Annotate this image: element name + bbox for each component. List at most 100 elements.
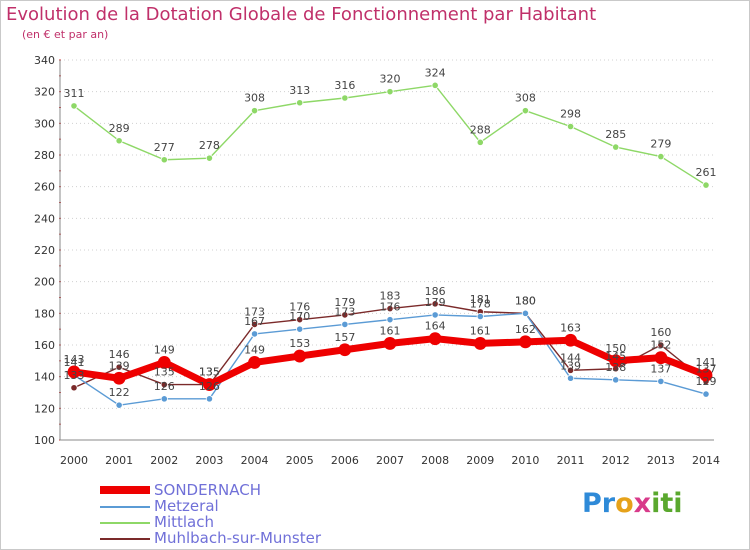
data-point-mittlach xyxy=(612,143,620,151)
data-point-metzeral xyxy=(115,401,123,409)
data-label-metzeral: 167 xyxy=(244,315,265,328)
data-label-metzeral: 122 xyxy=(109,386,130,399)
y-tick-label-100: 100 xyxy=(34,434,55,447)
data-point-metzeral xyxy=(657,377,665,386)
data-point-mittlach xyxy=(521,107,530,115)
data-point-sondernach xyxy=(609,354,623,368)
data-label-muhlbach-sur-munster: 144 xyxy=(560,351,581,364)
data-label-muhlbach-sur-munster: 137 xyxy=(696,362,717,375)
data-point-sondernach xyxy=(67,365,81,379)
x-tick-label-2004: 2004 xyxy=(241,454,269,467)
proxiti-logo: Proxiti xyxy=(582,488,683,519)
data-label-muhlbach-sur-munster: 160 xyxy=(650,326,671,339)
data-point-mittlach xyxy=(431,81,439,89)
data-point-metzeral xyxy=(341,320,349,329)
data-label-mittlach: 313 xyxy=(289,84,310,97)
data-point-sondernach xyxy=(519,335,532,349)
legend-label-mittlach: Mittlach xyxy=(154,513,214,531)
data-point-sondernach xyxy=(157,356,171,369)
x-tick-label-2005: 2005 xyxy=(286,454,314,467)
data-point-mittlach xyxy=(160,156,168,164)
data-point-muhlbach-sur-munster xyxy=(296,316,304,324)
data-point-sondernach xyxy=(383,337,397,350)
y-tick-label-140: 140 xyxy=(34,371,55,384)
data-point-muhlbach-sur-munster xyxy=(566,366,575,374)
data-label-sondernach: 161 xyxy=(470,324,491,337)
x-tick-label-2012: 2012 xyxy=(602,454,630,467)
data-point-sondernach xyxy=(654,351,668,365)
data-label-muhlbach-sur-munster: 133 xyxy=(64,369,85,382)
data-label-muhlbach-sur-munster: 183 xyxy=(380,290,401,303)
data-label-sondernach: 150 xyxy=(605,342,626,355)
data-label-metzeral: 141 xyxy=(64,356,85,369)
data-point-mittlach xyxy=(205,154,214,162)
data-label-metzeral: 126 xyxy=(154,380,175,393)
data-label-muhlbach-sur-munster: 181 xyxy=(470,293,491,306)
chart-title: Evolution de la Dotation Globale de Fonc… xyxy=(6,4,597,25)
data-point-metzeral xyxy=(160,395,168,403)
y-tick-label-260: 260 xyxy=(34,181,55,194)
data-label-muhlbach-sur-munster: 135 xyxy=(199,366,220,379)
data-label-mittlach: 289 xyxy=(109,122,130,135)
data-point-muhlbach-sur-munster xyxy=(431,300,439,308)
data-label-metzeral: 173 xyxy=(334,305,355,318)
y-tick-label-340: 340 xyxy=(34,54,55,67)
data-label-sondernach: 143 xyxy=(64,353,85,366)
data-label-mittlach: 288 xyxy=(470,123,491,136)
data-label-mittlach: 308 xyxy=(244,92,265,105)
data-label-metzeral: 170 xyxy=(289,310,310,323)
y-tick-label-160: 160 xyxy=(34,339,55,352)
data-label-sondernach: 162 xyxy=(515,323,536,336)
data-label-mittlach: 320 xyxy=(380,73,401,86)
data-label-mittlach: 308 xyxy=(515,92,536,105)
data-label-mittlach: 277 xyxy=(154,141,175,154)
data-point-muhlbach-sur-munster xyxy=(386,304,394,313)
y-tick-label-240: 240 xyxy=(34,212,55,225)
data-point-sondernach xyxy=(203,378,216,391)
y-tick-label-320: 320 xyxy=(34,86,55,99)
data-label-sondernach: 139 xyxy=(109,359,130,372)
data-label-mittlach: 278 xyxy=(199,139,220,152)
data-point-sondernach xyxy=(248,356,261,369)
x-tick-label-2011: 2011 xyxy=(557,454,585,467)
data-label-metzeral: 178 xyxy=(470,298,491,311)
data-label-metzeral: 180 xyxy=(515,294,536,307)
data-point-sondernach xyxy=(699,368,713,382)
x-tick-label-2000: 2000 xyxy=(60,454,88,467)
data-point-sondernach xyxy=(473,337,487,350)
x-tick-label-2013: 2013 xyxy=(647,454,675,467)
data-point-metzeral xyxy=(521,309,530,317)
data-label-metzeral: 129 xyxy=(696,375,717,388)
legend-label-sondernach: SONDERNACH xyxy=(154,481,261,499)
data-point-metzeral xyxy=(476,312,484,321)
data-point-mittlach xyxy=(296,99,304,107)
data-point-mittlach xyxy=(566,122,575,131)
x-tick-label-2007: 2007 xyxy=(376,454,404,467)
data-point-mittlach xyxy=(341,94,349,102)
data-label-metzeral: 179 xyxy=(425,296,446,309)
data-label-metzeral: 139 xyxy=(560,359,581,372)
data-label-mittlach: 298 xyxy=(560,108,581,121)
data-point-sondernach xyxy=(428,332,442,346)
legend-label-muhlbach: Muhlbach-sur-Munster xyxy=(154,529,321,547)
data-label-sondernach: 135 xyxy=(199,366,220,379)
data-label-mittlach: 324 xyxy=(425,66,446,79)
data-label-muhlbach-sur-munster: 135 xyxy=(154,366,175,379)
x-tick-label-2014: 2014 xyxy=(692,454,720,467)
chart-subtitle: (en € et par an) xyxy=(22,28,109,41)
data-point-mittlach xyxy=(70,102,78,110)
data-point-mittlach xyxy=(702,181,710,189)
data-point-muhlbach-sur-munster xyxy=(250,320,259,329)
x-tick-label-2009: 2009 xyxy=(466,454,494,467)
y-tick-label-120: 120 xyxy=(34,402,55,415)
data-label-mittlach: 316 xyxy=(334,79,355,92)
data-point-metzeral xyxy=(702,390,710,398)
legend-swatch-metzeral xyxy=(100,506,150,508)
x-tick-label-2003: 2003 xyxy=(195,454,223,467)
data-point-metzeral xyxy=(250,330,259,338)
data-label-metzeral: 138 xyxy=(605,361,626,374)
legend-label-metzeral: Metzeral xyxy=(154,497,219,515)
data-point-metzeral xyxy=(386,316,394,324)
data-point-metzeral xyxy=(205,395,214,403)
data-label-sondernach: 141 xyxy=(696,356,717,369)
